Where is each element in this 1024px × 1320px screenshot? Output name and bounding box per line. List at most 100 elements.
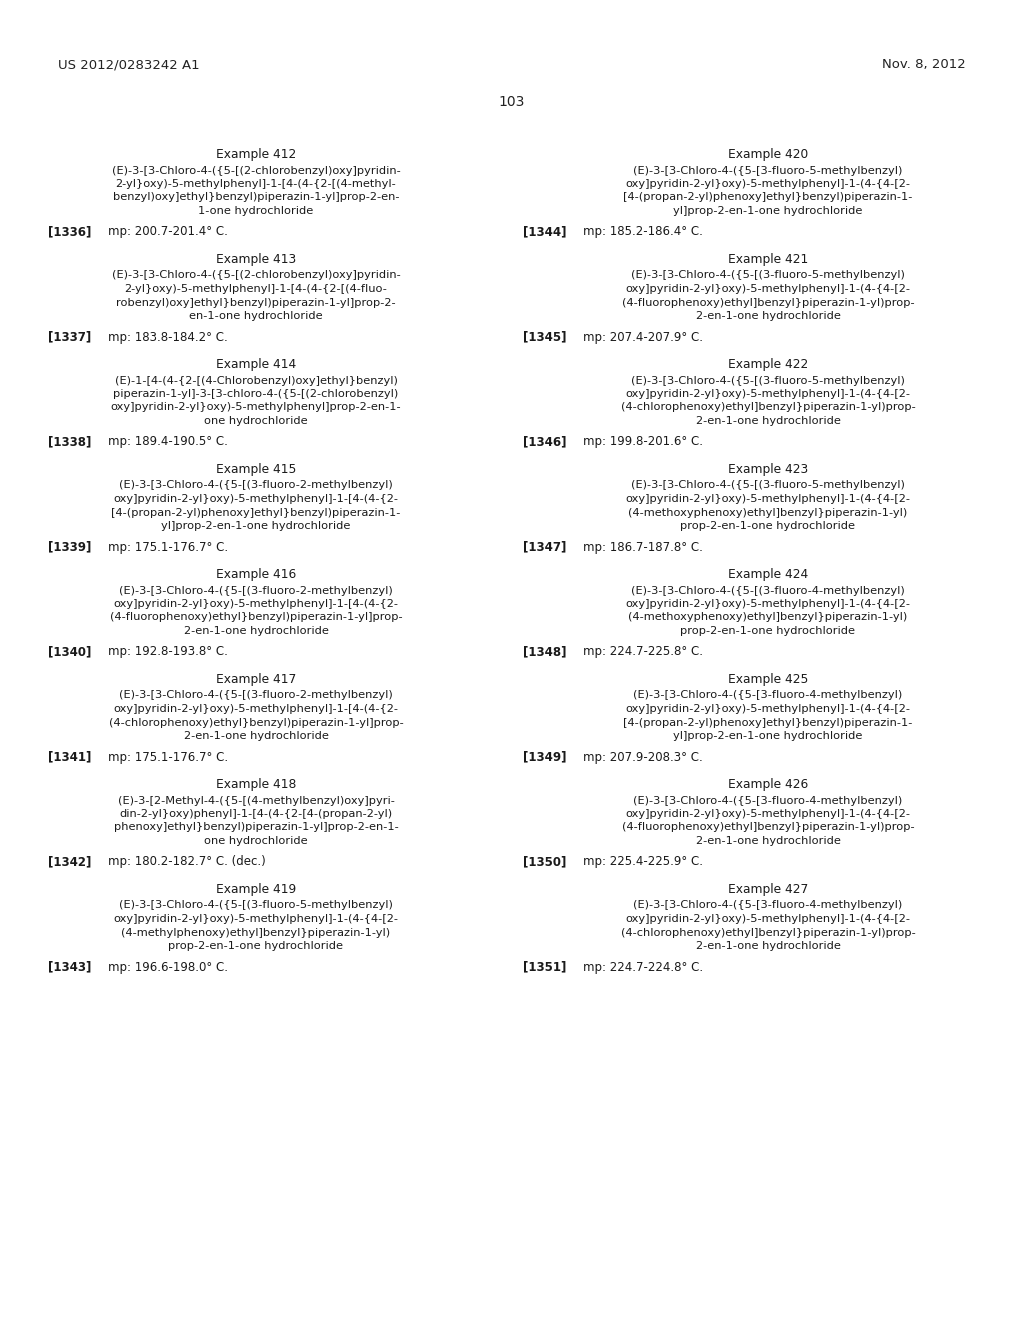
Text: (E)-3-[3-Chloro-4-({5-[3-fluoro-4-methylbenzyl): (E)-3-[3-Chloro-4-({5-[3-fluoro-4-methyl… bbox=[634, 900, 902, 911]
Text: oxy]pyridin-2-yl}oxy)-5-methylphenyl]prop-2-en-1-: oxy]pyridin-2-yl}oxy)-5-methylphenyl]pro… bbox=[111, 403, 401, 412]
Text: mp: 224.7-225.8° C.: mp: 224.7-225.8° C. bbox=[583, 645, 703, 659]
Text: (4-chlorophenoxy)ethyl]benzyl}piperazin-1-yl)prop-: (4-chlorophenoxy)ethyl]benzyl}piperazin-… bbox=[621, 928, 915, 937]
Text: oxy]pyridin-2-yl}oxy)-5-methylphenyl]-1-(4-{4-[2-: oxy]pyridin-2-yl}oxy)-5-methylphenyl]-1-… bbox=[626, 809, 910, 818]
Text: Example 415: Example 415 bbox=[216, 463, 296, 477]
Text: (E)-3-[2-Methyl-4-({5-[(4-methylbenzyl)oxy]pyri-: (E)-3-[2-Methyl-4-({5-[(4-methylbenzyl)o… bbox=[118, 796, 394, 805]
Text: [1348]: [1348] bbox=[523, 645, 566, 659]
Text: [1347]: [1347] bbox=[523, 540, 566, 553]
Text: 2-en-1-one hydrochloride: 2-en-1-one hydrochloride bbox=[183, 731, 329, 741]
Text: Example 425: Example 425 bbox=[728, 673, 808, 686]
Text: yl]prop-2-en-1-one hydrochloride: yl]prop-2-en-1-one hydrochloride bbox=[674, 206, 862, 216]
Text: (E)-3-[3-Chloro-4-({5-[(2-chlorobenzyl)oxy]pyridin-: (E)-3-[3-Chloro-4-({5-[(2-chlorobenzyl)o… bbox=[112, 271, 400, 281]
Text: (4-fluorophenoxy)ethyl}benzyl)piperazin-1-yl]prop-: (4-fluorophenoxy)ethyl}benzyl)piperazin-… bbox=[110, 612, 402, 623]
Text: mp: 175.1-176.7° C.: mp: 175.1-176.7° C. bbox=[108, 540, 228, 553]
Text: (4-fluorophenoxy)ethyl]benzyl}piperazin-1-yl)prop-: (4-fluorophenoxy)ethyl]benzyl}piperazin-… bbox=[622, 822, 914, 833]
Text: din-2-yl}oxy)phenyl]-1-[4-(4-{2-[4-(propan-2-yl): din-2-yl}oxy)phenyl]-1-[4-(4-{2-[4-(prop… bbox=[120, 809, 392, 818]
Text: [1346]: [1346] bbox=[523, 436, 566, 449]
Text: mp: 189.4-190.5° C.: mp: 189.4-190.5° C. bbox=[108, 436, 228, 449]
Text: (E)-3-[3-Chloro-4-({5-[3-fluoro-4-methylbenzyl): (E)-3-[3-Chloro-4-({5-[3-fluoro-4-methyl… bbox=[634, 690, 902, 701]
Text: (E)-3-[3-Chloro-4-({5-[3-fluoro-4-methylbenzyl): (E)-3-[3-Chloro-4-({5-[3-fluoro-4-methyl… bbox=[634, 796, 902, 805]
Text: (4-chlorophenoxy)ethyl}benzyl)piperazin-1-yl]prop-: (4-chlorophenoxy)ethyl}benzyl)piperazin-… bbox=[109, 718, 403, 727]
Text: oxy]pyridin-2-yl}oxy)-5-methylphenyl]-1-(4-{4-[2-: oxy]pyridin-2-yl}oxy)-5-methylphenyl]-1-… bbox=[626, 284, 910, 294]
Text: [1343]: [1343] bbox=[48, 961, 91, 974]
Text: phenoxy]ethyl}benzyl)piperazin-1-yl]prop-2-en-1-: phenoxy]ethyl}benzyl)piperazin-1-yl]prop… bbox=[114, 822, 398, 833]
Text: [1340]: [1340] bbox=[48, 645, 91, 659]
Text: [4-(propan-2-yl)phenoxy]ethyl}benzyl)piperazin-1-: [4-(propan-2-yl)phenoxy]ethyl}benzyl)pip… bbox=[624, 193, 912, 202]
Text: en-1-one hydrochloride: en-1-one hydrochloride bbox=[189, 312, 323, 321]
Text: Example 422: Example 422 bbox=[728, 358, 808, 371]
Text: benzyl)oxy]ethyl}benzyl)piperazin-1-yl]prop-2-en-: benzyl)oxy]ethyl}benzyl)piperazin-1-yl]p… bbox=[113, 193, 399, 202]
Text: piperazin-1-yl]-3-[3-chloro-4-({5-[(2-chlorobenzyl): piperazin-1-yl]-3-[3-chloro-4-({5-[(2-ch… bbox=[114, 389, 398, 399]
Text: (4-fluorophenoxy)ethyl]benzyl}piperazin-1-yl)prop-: (4-fluorophenoxy)ethyl]benzyl}piperazin-… bbox=[622, 297, 914, 308]
Text: mp: 196.6-198.0° C.: mp: 196.6-198.0° C. bbox=[108, 961, 228, 974]
Text: [4-(propan-2-yl)phenoxy]ethyl}benzyl)piperazin-1-: [4-(propan-2-yl)phenoxy]ethyl}benzyl)pip… bbox=[624, 718, 912, 727]
Text: mp: 199.8-201.6° C.: mp: 199.8-201.6° C. bbox=[583, 436, 703, 449]
Text: oxy]pyridin-2-yl}oxy)-5-methylphenyl]-1-(4-{4-[2-: oxy]pyridin-2-yl}oxy)-5-methylphenyl]-1-… bbox=[114, 913, 398, 924]
Text: (E)-3-[3-Chloro-4-({5-[(3-fluoro-5-methylbenzyl): (E)-3-[3-Chloro-4-({5-[(3-fluoro-5-methy… bbox=[631, 480, 905, 491]
Text: (E)-3-[3-Chloro-4-({5-[(3-fluoro-5-methylbenzyl): (E)-3-[3-Chloro-4-({5-[(3-fluoro-5-methy… bbox=[119, 900, 393, 911]
Text: mp: 180.2-182.7° C. (dec.): mp: 180.2-182.7° C. (dec.) bbox=[108, 855, 266, 869]
Text: 103: 103 bbox=[499, 95, 525, 110]
Text: yl]prop-2-en-1-one hydrochloride: yl]prop-2-en-1-one hydrochloride bbox=[674, 731, 862, 741]
Text: US 2012/0283242 A1: US 2012/0283242 A1 bbox=[58, 58, 200, 71]
Text: one hydrochloride: one hydrochloride bbox=[204, 416, 308, 426]
Text: 2-en-1-one hydrochloride: 2-en-1-one hydrochloride bbox=[183, 626, 329, 636]
Text: (E)-1-[4-(4-{2-[(4-Chlorobenzyl)oxy]ethyl}benzyl): (E)-1-[4-(4-{2-[(4-Chlorobenzyl)oxy]ethy… bbox=[115, 375, 397, 385]
Text: (E)-3-[3-Chloro-4-({5-[(3-fluoro-2-methylbenzyl): (E)-3-[3-Chloro-4-({5-[(3-fluoro-2-methy… bbox=[119, 690, 393, 701]
Text: mp: 186.7-187.8° C.: mp: 186.7-187.8° C. bbox=[583, 540, 702, 553]
Text: Example 427: Example 427 bbox=[728, 883, 808, 896]
Text: Example 417: Example 417 bbox=[216, 673, 296, 686]
Text: [1351]: [1351] bbox=[523, 961, 566, 974]
Text: 2-yl}oxy)-5-methylphenyl]-1-[4-(4-{2-[(4-methyl-: 2-yl}oxy)-5-methylphenyl]-1-[4-(4-{2-[(4… bbox=[116, 180, 396, 189]
Text: Example 418: Example 418 bbox=[216, 777, 296, 791]
Text: mp: 192.8-193.8° C.: mp: 192.8-193.8° C. bbox=[108, 645, 228, 659]
Text: (E)-3-[3-Chloro-4-({5-[(3-fluoro-4-methylbenzyl): (E)-3-[3-Chloro-4-({5-[(3-fluoro-4-methy… bbox=[631, 586, 905, 595]
Text: prop-2-en-1-one hydrochloride: prop-2-en-1-one hydrochloride bbox=[169, 941, 343, 950]
Text: [1336]: [1336] bbox=[48, 226, 91, 239]
Text: Example 424: Example 424 bbox=[728, 568, 808, 581]
Text: (E)-3-[3-Chloro-4-({5-[(3-fluoro-5-methylbenzyl): (E)-3-[3-Chloro-4-({5-[(3-fluoro-5-methy… bbox=[631, 375, 905, 385]
Text: mp: 207.9-208.3° C.: mp: 207.9-208.3° C. bbox=[583, 751, 702, 763]
Text: (E)-3-[3-Chloro-4-({5-[3-fluoro-5-methylbenzyl): (E)-3-[3-Chloro-4-({5-[3-fluoro-5-methyl… bbox=[633, 165, 903, 176]
Text: [1337]: [1337] bbox=[48, 330, 91, 343]
Text: (E)-3-[3-Chloro-4-({5-[(3-fluoro-5-methylbenzyl): (E)-3-[3-Chloro-4-({5-[(3-fluoro-5-methy… bbox=[631, 271, 905, 281]
Text: (E)-3-[3-Chloro-4-({5-[(3-fluoro-2-methylbenzyl): (E)-3-[3-Chloro-4-({5-[(3-fluoro-2-methy… bbox=[119, 586, 393, 595]
Text: [1338]: [1338] bbox=[48, 436, 91, 449]
Text: [1350]: [1350] bbox=[523, 855, 566, 869]
Text: Example 419: Example 419 bbox=[216, 883, 296, 896]
Text: (E)-3-[3-Chloro-4-({5-[(3-fluoro-2-methylbenzyl): (E)-3-[3-Chloro-4-({5-[(3-fluoro-2-methy… bbox=[119, 480, 393, 491]
Text: one hydrochloride: one hydrochloride bbox=[204, 836, 308, 846]
Text: yl]prop-2-en-1-one hydrochloride: yl]prop-2-en-1-one hydrochloride bbox=[162, 521, 350, 531]
Text: mp: 175.1-176.7° C.: mp: 175.1-176.7° C. bbox=[108, 751, 228, 763]
Text: (4-methylphenoxy)ethyl]benzyl}piperazin-1-yl): (4-methylphenoxy)ethyl]benzyl}piperazin-… bbox=[122, 928, 390, 937]
Text: [1339]: [1339] bbox=[48, 540, 91, 553]
Text: prop-2-en-1-one hydrochloride: prop-2-en-1-one hydrochloride bbox=[681, 626, 855, 636]
Text: Nov. 8, 2012: Nov. 8, 2012 bbox=[883, 58, 966, 71]
Text: [1342]: [1342] bbox=[48, 855, 91, 869]
Text: Example 423: Example 423 bbox=[728, 463, 808, 477]
Text: Example 414: Example 414 bbox=[216, 358, 296, 371]
Text: prop-2-en-1-one hydrochloride: prop-2-en-1-one hydrochloride bbox=[681, 521, 855, 531]
Text: [1341]: [1341] bbox=[48, 751, 91, 763]
Text: 2-yl}oxy)-5-methylphenyl]-1-[4-(4-{2-[(4-fluo-: 2-yl}oxy)-5-methylphenyl]-1-[4-(4-{2-[(4… bbox=[125, 284, 387, 294]
Text: oxy]pyridin-2-yl}oxy)-5-methylphenyl]-1-[4-(4-{2-: oxy]pyridin-2-yl}oxy)-5-methylphenyl]-1-… bbox=[114, 704, 398, 714]
Text: Example 412: Example 412 bbox=[216, 148, 296, 161]
Text: (E)-3-[3-Chloro-4-({5-[(2-chlorobenzyl)oxy]pyridin-: (E)-3-[3-Chloro-4-({5-[(2-chlorobenzyl)o… bbox=[112, 165, 400, 176]
Text: oxy]pyridin-2-yl}oxy)-5-methylphenyl]-1-(4-{4-[2-: oxy]pyridin-2-yl}oxy)-5-methylphenyl]-1-… bbox=[626, 704, 910, 714]
Text: Example 426: Example 426 bbox=[728, 777, 808, 791]
Text: (4-chlorophenoxy)ethyl]benzyl}piperazin-1-yl)prop-: (4-chlorophenoxy)ethyl]benzyl}piperazin-… bbox=[621, 403, 915, 412]
Text: (4-methoxyphenoxy)ethyl]benzyl}piperazin-1-yl): (4-methoxyphenoxy)ethyl]benzyl}piperazin… bbox=[629, 612, 907, 623]
Text: mp: 185.2-186.4° C.: mp: 185.2-186.4° C. bbox=[583, 226, 702, 239]
Text: robenzyl)oxy]ethyl}benzyl)piperazin-1-yl]prop-2-: robenzyl)oxy]ethyl}benzyl)piperazin-1-yl… bbox=[116, 297, 396, 308]
Text: mp: 200.7-201.4° C.: mp: 200.7-201.4° C. bbox=[108, 226, 228, 239]
Text: (4-methoxyphenoxy)ethyl]benzyl}piperazin-1-yl): (4-methoxyphenoxy)ethyl]benzyl}piperazin… bbox=[629, 507, 907, 517]
Text: Example 421: Example 421 bbox=[728, 253, 808, 267]
Text: [4-(propan-2-yl)phenoxy]ethyl}benzyl)piperazin-1-: [4-(propan-2-yl)phenoxy]ethyl}benzyl)pip… bbox=[112, 507, 400, 517]
Text: 1-one hydrochloride: 1-one hydrochloride bbox=[199, 206, 313, 216]
Text: oxy]pyridin-2-yl}oxy)-5-methylphenyl]-1-[4-(4-{2-: oxy]pyridin-2-yl}oxy)-5-methylphenyl]-1-… bbox=[114, 494, 398, 504]
Text: 2-en-1-one hydrochloride: 2-en-1-one hydrochloride bbox=[695, 416, 841, 426]
Text: oxy]pyridin-2-yl}oxy)-5-methylphenyl]-1-(4-{4-[2-: oxy]pyridin-2-yl}oxy)-5-methylphenyl]-1-… bbox=[626, 389, 910, 399]
Text: 2-en-1-one hydrochloride: 2-en-1-one hydrochloride bbox=[695, 836, 841, 846]
Text: mp: 224.7-224.8° C.: mp: 224.7-224.8° C. bbox=[583, 961, 703, 974]
Text: [1349]: [1349] bbox=[523, 751, 566, 763]
